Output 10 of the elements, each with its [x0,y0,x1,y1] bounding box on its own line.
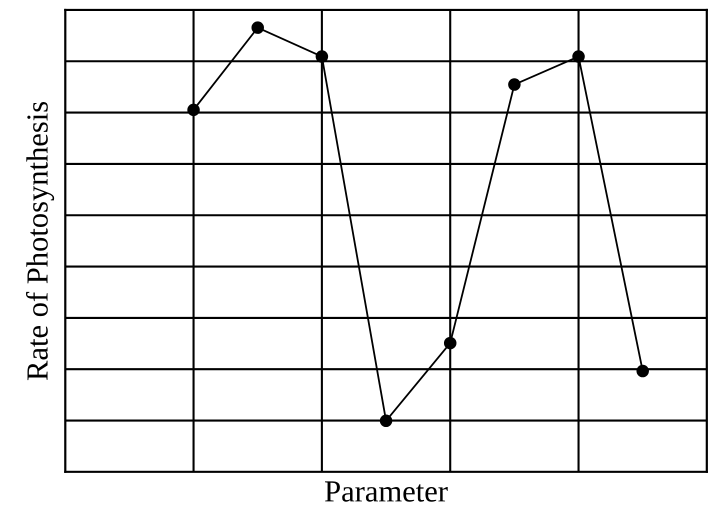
point [444,336,456,350]
point [572,50,585,63]
point [636,364,649,378]
y-axis-title: Rate of Photosynthesis [26,102,54,380]
point [316,50,328,63]
point [508,78,521,91]
point [251,21,264,34]
point [187,104,200,116]
x-axis-title: Parameter [325,481,448,502]
point [380,414,392,428]
